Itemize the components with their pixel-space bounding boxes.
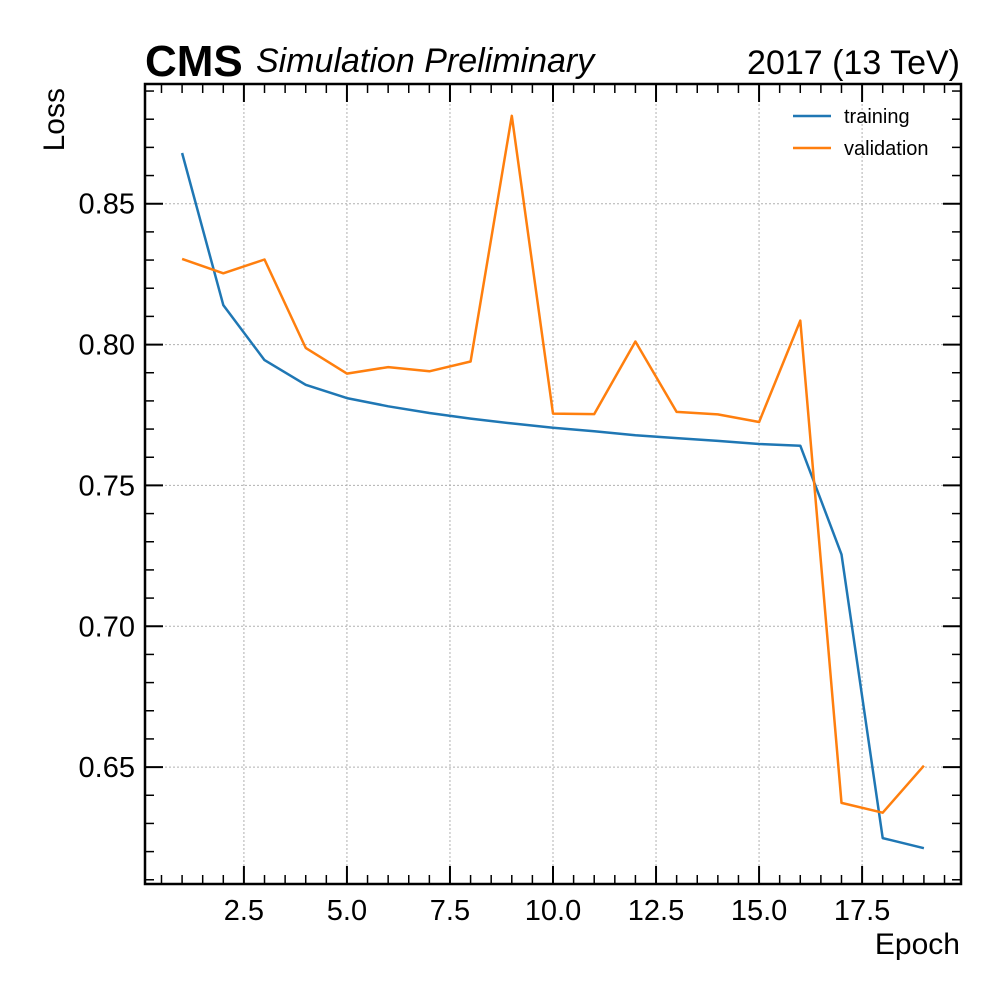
series-line-validation <box>181 114 925 814</box>
x-tick-label: 2.5 <box>224 895 264 927</box>
y-tick-label: 0.75 <box>79 470 135 502</box>
grid-lines <box>145 84 961 884</box>
x-tick-label: 5.0 <box>327 895 367 927</box>
x-axis-label: Epoch <box>875 928 960 961</box>
y-axis-label: Loss <box>38 88 71 151</box>
series-lines <box>180 114 925 850</box>
y-tick-label: 0.70 <box>79 611 135 643</box>
series-line-training <box>180 152 925 850</box>
x-tick-label: 10.0 <box>525 895 581 927</box>
tick-labels: 2.5 5.0 7.5 10.0 12.5 15.0 17.5 0.65 0.70 0.75 0.8… <box>79 189 891 927</box>
plot-frame <box>143 82 963 886</box>
y-tick-label: 0.85 <box>79 189 135 221</box>
cms-extra-label: Simulation Preliminary <box>256 42 596 80</box>
x-tick-label: 17.5 <box>834 895 890 927</box>
legend-label-training: training <box>844 106 910 128</box>
x-tick-label: 12.5 <box>628 895 684 927</box>
x-tick-label: 15.0 <box>731 895 787 927</box>
y-tick-label: 0.65 <box>79 752 135 784</box>
cms-label: CMS <box>145 37 243 86</box>
lumi-label: 2017 (13 TeV) <box>747 44 960 82</box>
x-tick-label: 7.5 <box>430 895 470 927</box>
axis-ticks <box>145 84 961 884</box>
legend-label-validation: validation <box>844 138 929 160</box>
legend: training validation <box>793 106 929 160</box>
y-tick-label: 0.80 <box>79 330 135 362</box>
